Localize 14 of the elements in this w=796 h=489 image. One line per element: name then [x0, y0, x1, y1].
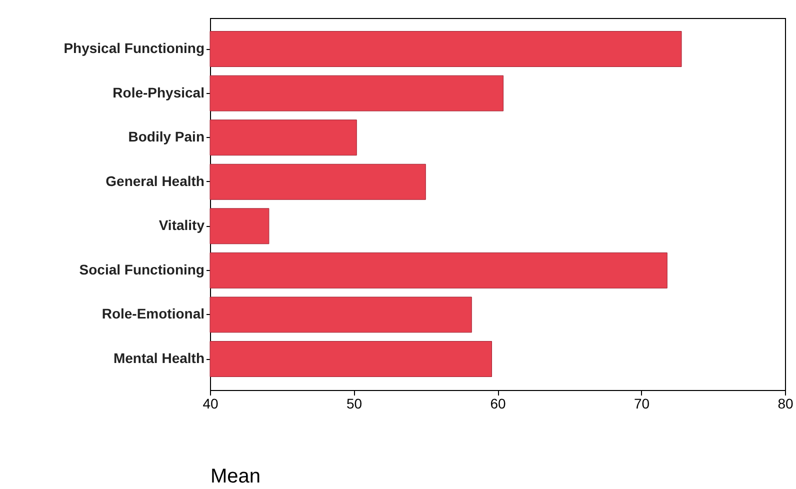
- x-tick-label: 80: [778, 396, 794, 412]
- y-tick-label: Mental Health: [113, 350, 204, 366]
- y-tick-label: Role-Physical: [112, 84, 204, 100]
- y-tick-label: Vitality: [158, 217, 205, 234]
- x-tick-label: 70: [634, 396, 650, 412]
- y-tick-label: Bodily Pain: [128, 128, 204, 145]
- x-tick-label: 60: [490, 396, 506, 412]
- y-tick-label: Social Functioning: [79, 261, 204, 278]
- x-tick-label: 50: [346, 396, 362, 412]
- y-tick-label: Physical Functioning: [64, 40, 204, 56]
- y-tick-label: Role-Emotional: [102, 306, 204, 322]
- y-tick-label: General Health: [106, 172, 204, 189]
- x-axis-title: Mean: [210, 466, 261, 488]
- x-tick-label: 40: [202, 396, 218, 412]
